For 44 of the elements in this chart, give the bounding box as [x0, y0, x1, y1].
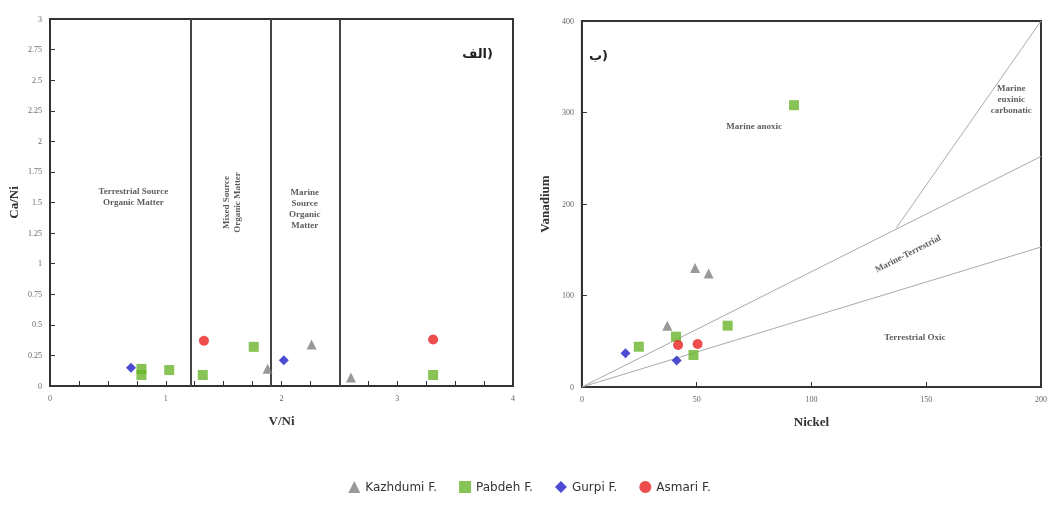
- y-tick-label: 0: [569, 382, 574, 392]
- legend-label: Asmari F.: [656, 480, 711, 494]
- y-tick-label: 3: [38, 14, 42, 24]
- y-tick-label: 0: [38, 381, 42, 391]
- x-axis-title: Nickel: [793, 414, 830, 429]
- annotation: الف): [462, 46, 494, 61]
- x-tick-label: 4: [511, 393, 515, 403]
- x-tick-label: 0: [48, 393, 52, 403]
- x-tick-label: 100: [805, 394, 818, 404]
- y-tick-label: 2.5: [32, 75, 42, 85]
- y-axis-title: Vanadium: [537, 175, 552, 233]
- y-tick-label: 2.75: [28, 45, 42, 55]
- y-tick-label: 0.75: [28, 289, 42, 299]
- x-tick-label: 3: [395, 393, 400, 403]
- y-tick-label: 100: [561, 291, 574, 300]
- x-axis-title: V/Ni: [268, 413, 295, 428]
- annotation: Terrestrial Source Organic Matter: [98, 185, 169, 207]
- y-tick-label: 300: [561, 108, 574, 117]
- annotation: Marine Source Organic Matter: [288, 187, 321, 231]
- y-tick-label: 1.5: [32, 198, 42, 207]
- legend-label: Kazhdumi F.: [365, 480, 438, 494]
- annotation: Terrestrial Oxic: [884, 331, 946, 342]
- legend-label: Pabdeh F.: [476, 480, 533, 494]
- legend-label: Gurpi F.: [571, 480, 618, 494]
- annotation: ب): [589, 48, 609, 63]
- y-axis-title: Ca/Ni: [6, 185, 21, 219]
- y-tick-label: 1.25: [28, 228, 42, 238]
- y-tick-label: 0.25: [28, 350, 42, 360]
- annotation: Marine anoxic: [726, 121, 782, 132]
- annotation: Mixed Source Organic Matter: [221, 172, 243, 233]
- x-tick-label: 50: [692, 394, 701, 404]
- x-tick-label: 200: [1035, 394, 1047, 404]
- x-tick-label: 0: [579, 394, 584, 404]
- y-tick-label: 1.75: [28, 167, 42, 177]
- x-tick-label: 150: [920, 394, 933, 404]
- y-tick-label: 2: [38, 136, 42, 146]
- y-tick-label: 2.25: [28, 106, 42, 116]
- y-tick-label: 1: [38, 259, 42, 269]
- x-tick-label: 2: [279, 393, 284, 403]
- y-tick-label: 400: [561, 16, 574, 26]
- annotation: Marine euxinic carbonatic: [990, 82, 1032, 115]
- x-tick-label: 1: [163, 393, 168, 403]
- y-tick-label: 0.5: [32, 320, 42, 330]
- y-tick-label: 200: [561, 199, 574, 209]
